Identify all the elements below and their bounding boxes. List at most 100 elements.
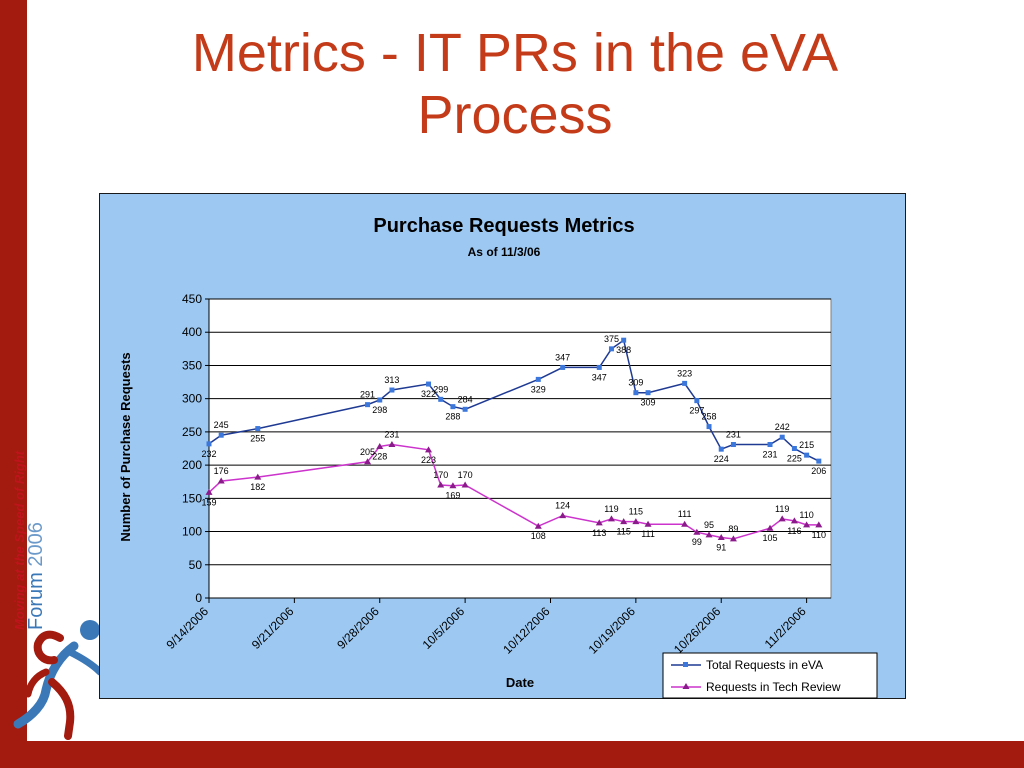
data-label-total: 298 [372, 405, 387, 415]
data-label-total: 206 [811, 466, 826, 476]
data-label-total: 255 [250, 434, 265, 444]
chart-panel: Purchase Requests Metrics As of 11/3/06 … [99, 193, 906, 699]
data-point-tech [388, 441, 396, 448]
data-point-total [718, 446, 724, 452]
slide-title: Metrics - IT PRs in the eVA Process [60, 22, 970, 146]
data-label-tech: 170 [458, 470, 473, 480]
data-point-total [608, 346, 614, 352]
left-accent-bar [0, 0, 27, 768]
data-point-tech [803, 521, 811, 528]
legend-label-tech: Requests in Tech Review [706, 680, 841, 694]
x-tick-label: 9/14/2006 [163, 604, 211, 652]
data-point-tech [437, 481, 445, 488]
data-point-total [633, 390, 639, 396]
data-point-total [596, 364, 602, 370]
data-label-total: 347 [592, 372, 607, 382]
chart-subtitle: As of 11/3/06 [468, 245, 541, 259]
data-point-tech [693, 528, 701, 535]
y-tick-label: 50 [189, 558, 203, 572]
y-axis-label: Number of Purchase Requests [118, 352, 133, 541]
data-label-tech: 170 [433, 470, 448, 480]
side-forum: Forum 2006 [25, 390, 48, 630]
data-label-total: 297 [689, 406, 704, 416]
legend-label-total: Total Requests in eVA [706, 658, 823, 672]
data-point-total [255, 426, 261, 432]
data-point-tech [205, 488, 213, 495]
data-point-tech [425, 446, 433, 453]
data-label-total: 242 [775, 422, 790, 432]
data-point-tech [705, 531, 713, 538]
data-label-total: 245 [214, 420, 229, 430]
data-point-total [389, 387, 395, 393]
data-label-tech: 228 [372, 452, 387, 462]
y-tick-label: 450 [182, 292, 202, 306]
data-point-tech [461, 481, 469, 488]
data-label-tech: 231 [384, 430, 399, 440]
data-point-tech [534, 522, 542, 529]
data-label-total: 329 [531, 384, 546, 394]
data-label-tech: 119 [604, 504, 618, 514]
data-point-total [377, 397, 383, 403]
data-label-tech: 105 [763, 533, 778, 543]
data-point-total [791, 446, 797, 451]
y-tick-label: 400 [182, 325, 202, 339]
runner-logo-icon [13, 620, 104, 740]
data-label-total: 323 [677, 368, 692, 378]
data-label-total: 322 [421, 389, 436, 399]
x-axis-label: Date [506, 675, 534, 690]
legend-marker-total [683, 662, 688, 667]
legend-marker-tech [682, 683, 690, 689]
data-point-tech [620, 518, 628, 525]
data-point-tech [717, 534, 725, 541]
chart-title: Purchase Requests Metrics [373, 215, 634, 237]
data-point-tech [815, 521, 823, 528]
data-label-tech: 110 [799, 510, 813, 520]
data-point-total [462, 406, 468, 412]
data-label-tech: 111 [641, 529, 655, 539]
slide-title-line-2: Process [417, 85, 613, 145]
x-tick-label: 10/19/2006 [586, 604, 639, 657]
data-point-total [426, 381, 432, 387]
data-label-total: 224 [714, 454, 729, 464]
x-tick-label: 9/21/2006 [249, 604, 297, 652]
data-point-total [218, 432, 224, 438]
bottom-accent-bar [0, 741, 1024, 768]
legend-box [662, 652, 878, 699]
data-label-tech: 110 [812, 530, 826, 540]
data-label-tech: 159 [201, 497, 216, 507]
data-point-total [560, 364, 566, 370]
data-point-total [730, 442, 736, 448]
data-label-total: 388 [616, 345, 631, 355]
data-label-tech: 99 [692, 537, 702, 547]
data-point-tech [595, 519, 603, 526]
data-point-tech [729, 535, 737, 542]
data-point-total [438, 396, 444, 402]
data-point-total [804, 452, 810, 458]
data-point-tech [778, 515, 786, 522]
data-label-tech: 89 [728, 524, 738, 534]
y-tick-label: 150 [182, 491, 202, 505]
data-label-total: 231 [726, 430, 741, 440]
data-label-total: 258 [702, 412, 717, 422]
y-tick-label: 350 [182, 358, 202, 372]
data-label-total: 309 [628, 378, 643, 388]
data-point-total [535, 376, 541, 382]
y-tick-label: 200 [182, 458, 202, 472]
x-tick-label: 10/12/2006 [500, 604, 553, 657]
data-point-total [450, 404, 456, 410]
data-label-tech: 95 [704, 520, 714, 530]
data-point-total [621, 337, 627, 343]
data-point-tech [644, 520, 652, 527]
data-point-tech [449, 482, 457, 489]
data-label-total: 347 [555, 352, 570, 362]
data-label-total: 291 [360, 390, 375, 400]
slide-title-line-1: Metrics - IT PRs in the eVA [191, 23, 839, 83]
x-tick-label: 10/26/2006 [671, 604, 724, 657]
data-point-tech [217, 477, 225, 484]
data-label-total: 225 [787, 454, 802, 464]
y-tick-label: 300 [182, 392, 202, 406]
data-label-tech: 116 [787, 526, 801, 536]
data-label-tech: 124 [555, 501, 570, 511]
data-point-tech [376, 443, 384, 450]
